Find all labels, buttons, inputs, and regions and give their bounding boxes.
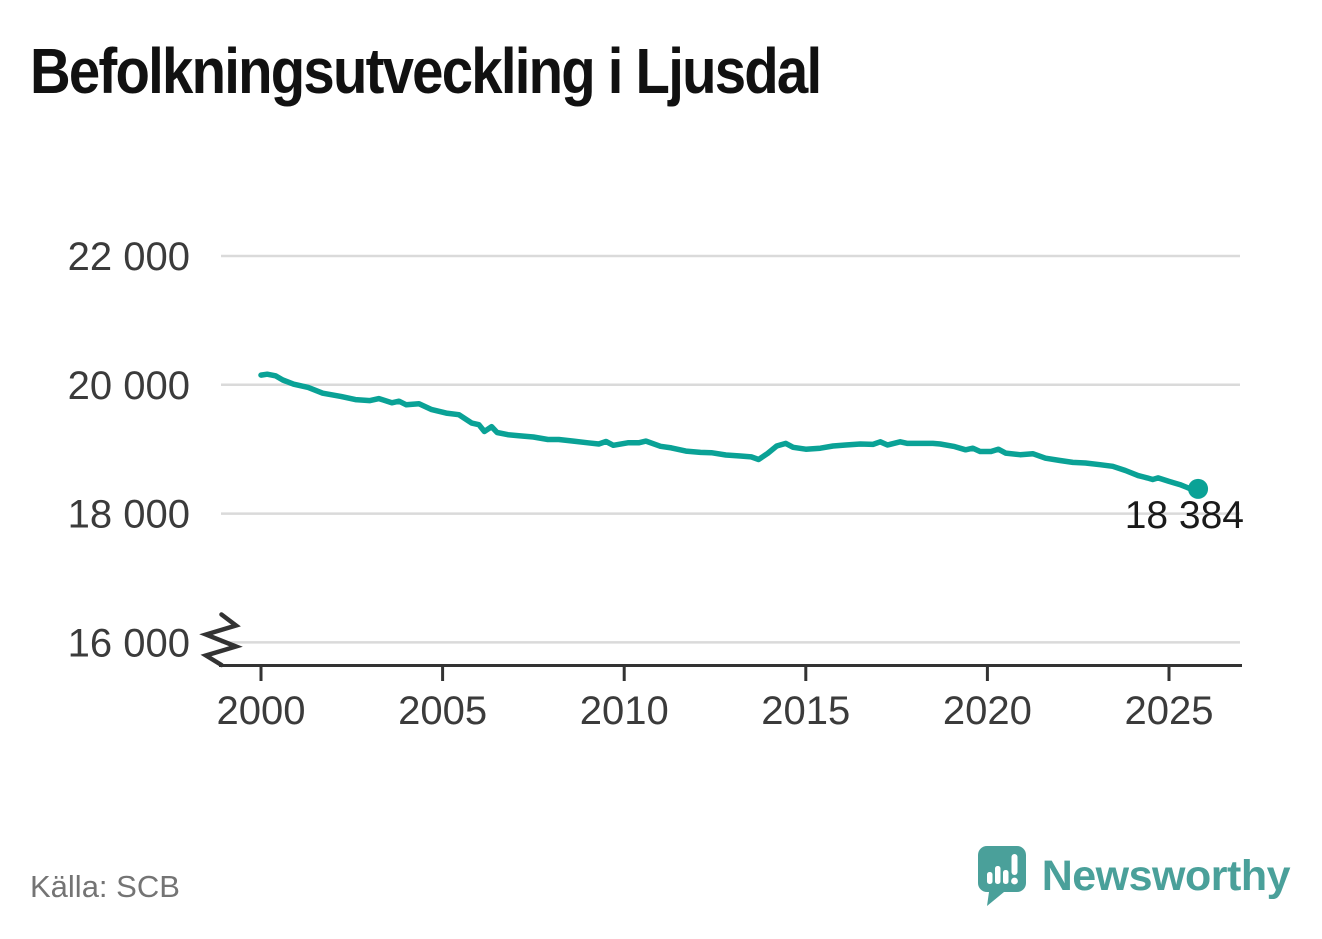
exclamation-stem xyxy=(1011,854,1018,875)
y-axis-break-icon xyxy=(199,612,243,668)
y-tick-label: 22 000 xyxy=(68,235,190,279)
y-tick-label: 18 000 xyxy=(68,493,190,537)
x-tick-label: 2015 xyxy=(761,689,850,733)
x-tick-label: 2000 xyxy=(217,689,306,733)
newsworthy-branding: Newsworthy xyxy=(977,845,1291,907)
population-line xyxy=(258,371,1201,493)
chart-title: Befolkningsutveckling i Ljusdal xyxy=(30,35,822,107)
population-line-chart: 16 000 18 000 20 000 22 000 2000 2005 2010 2015… xyxy=(68,235,1244,733)
newsworthy-logo-icon xyxy=(977,846,1026,906)
bar-1 xyxy=(986,872,993,884)
source-caption: Källa: SCB xyxy=(30,869,180,904)
latest-value-dot xyxy=(1188,478,1209,499)
x-tick-label: 2025 xyxy=(1125,689,1214,733)
bar-2 xyxy=(994,866,1001,884)
newsworthy-wordmark: Newsworthy xyxy=(1041,851,1291,900)
y-tick-label: 20 000 xyxy=(68,364,190,408)
x-tick-label: 2020 xyxy=(943,689,1032,733)
bar-3 xyxy=(1002,870,1009,884)
x-tick-label: 2005 xyxy=(398,689,487,733)
exclamation-dot xyxy=(1010,877,1018,885)
speech-bubble-shape xyxy=(977,846,1026,906)
y-tick-label: 16 000 xyxy=(68,621,190,665)
latest-value-label: 18 384 xyxy=(1125,494,1244,537)
x-tick-label: 2010 xyxy=(580,689,669,733)
